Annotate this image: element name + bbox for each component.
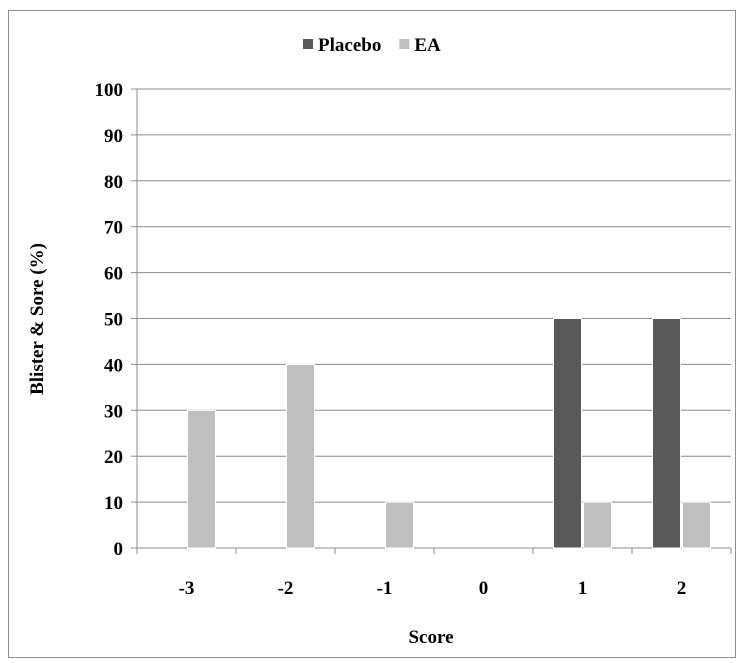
y-tick-label: 30 <box>104 401 123 422</box>
bar-placebo-2 <box>652 318 681 549</box>
legend: Placebo EA <box>303 35 441 56</box>
y-tick-label: 0 <box>114 539 124 560</box>
y-tick-label: 80 <box>104 172 123 193</box>
y-tick-label: 70 <box>104 218 123 239</box>
bar-ea--2 <box>286 363 315 549</box>
legend-label-ea: EA <box>414 35 441 56</box>
chart-frame <box>8 10 736 658</box>
legend-swatch-ea <box>399 39 410 49</box>
axes <box>131 88 732 554</box>
bar-placebo-1 <box>553 318 582 549</box>
y-axis-title: Blister & Sore (%) <box>27 243 48 395</box>
bars <box>187 318 711 549</box>
x-tick-label: -3 <box>179 578 195 599</box>
bar-ea-2 <box>682 501 711 549</box>
y-tick-label: 10 <box>104 493 123 514</box>
legend-label-placebo: Placebo <box>318 35 381 56</box>
x-tick-label: 0 <box>479 578 489 599</box>
x-tick-label: 1 <box>578 578 588 599</box>
gridlines <box>137 88 731 503</box>
y-tick-label: 90 <box>104 126 123 147</box>
x-tick-label: -1 <box>377 578 393 599</box>
y-tick-label: 20 <box>104 447 123 468</box>
bar-ea--3 <box>187 409 216 549</box>
tick-labels: 0 10 20 30 40 50 60 70 80 90 100 -3 -2 -1 0 1 2 <box>95 80 687 599</box>
y-tick-label: 40 <box>104 355 123 376</box>
x-tick-label: 2 <box>677 578 687 599</box>
legend-swatch-placebo <box>303 39 313 49</box>
bar-ea-1 <box>583 501 612 549</box>
x-tick-label: -2 <box>278 578 294 599</box>
y-tick-label: 60 <box>104 264 123 285</box>
bar-ea--1 <box>385 501 414 549</box>
y-tick-label: 50 <box>104 310 123 331</box>
x-axis-title: Score <box>408 627 453 648</box>
y-tick-label: 100 <box>95 80 124 101</box>
